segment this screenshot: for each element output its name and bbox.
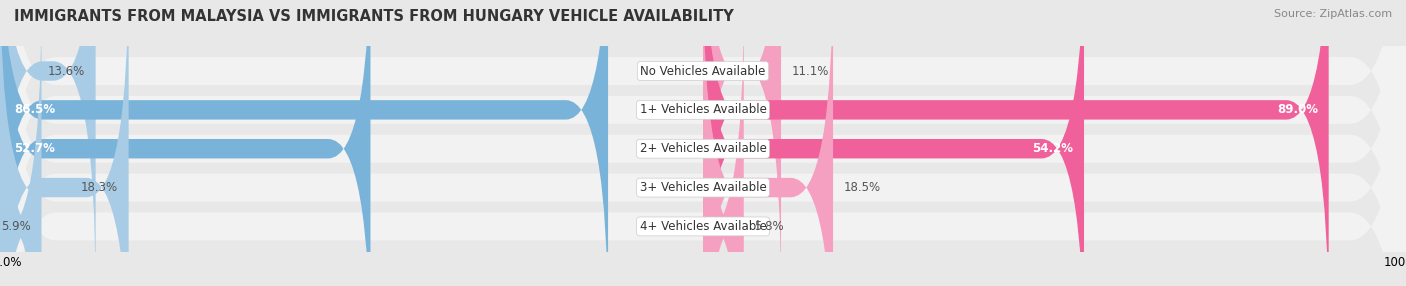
FancyBboxPatch shape xyxy=(703,0,782,286)
Text: 11.1%: 11.1% xyxy=(792,65,830,78)
FancyBboxPatch shape xyxy=(703,0,1329,286)
Text: Source: ZipAtlas.com: Source: ZipAtlas.com xyxy=(1274,9,1392,19)
FancyBboxPatch shape xyxy=(0,0,371,286)
Text: 5.9%: 5.9% xyxy=(1,220,31,233)
Text: 52.7%: 52.7% xyxy=(14,142,55,155)
FancyBboxPatch shape xyxy=(703,0,832,286)
Text: No Vehicles Available: No Vehicles Available xyxy=(640,65,766,78)
Text: 3+ Vehicles Available: 3+ Vehicles Available xyxy=(640,181,766,194)
Text: 18.5%: 18.5% xyxy=(844,181,880,194)
FancyBboxPatch shape xyxy=(0,0,96,286)
Text: 89.0%: 89.0% xyxy=(1277,103,1319,116)
Text: IMMIGRANTS FROM MALAYSIA VS IMMIGRANTS FROM HUNGARY VEHICLE AVAILABILITY: IMMIGRANTS FROM MALAYSIA VS IMMIGRANTS F… xyxy=(14,9,734,23)
FancyBboxPatch shape xyxy=(703,0,1084,286)
Text: 13.6%: 13.6% xyxy=(48,65,84,78)
FancyBboxPatch shape xyxy=(0,0,609,286)
Text: 1+ Vehicles Available: 1+ Vehicles Available xyxy=(640,103,766,116)
Text: 5.8%: 5.8% xyxy=(754,220,785,233)
Text: 54.2%: 54.2% xyxy=(1032,142,1074,155)
FancyBboxPatch shape xyxy=(702,3,745,286)
Text: 86.5%: 86.5% xyxy=(14,103,55,116)
FancyBboxPatch shape xyxy=(0,3,42,286)
FancyBboxPatch shape xyxy=(0,0,129,286)
Text: 18.3%: 18.3% xyxy=(82,181,118,194)
Text: 2+ Vehicles Available: 2+ Vehicles Available xyxy=(640,142,766,155)
Text: 4+ Vehicles Available: 4+ Vehicles Available xyxy=(640,220,766,233)
